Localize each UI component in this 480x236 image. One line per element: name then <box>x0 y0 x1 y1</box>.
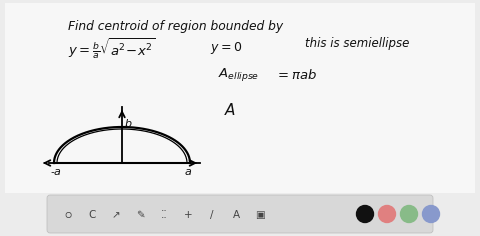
Text: A: A <box>232 210 240 220</box>
Text: $A_{ellipse}$: $A_{ellipse}$ <box>218 66 259 83</box>
Circle shape <box>379 206 396 223</box>
Text: ↗: ↗ <box>112 210 120 220</box>
Circle shape <box>400 206 418 223</box>
Text: A: A <box>225 103 235 118</box>
Text: +: + <box>184 210 192 220</box>
Circle shape <box>357 206 373 223</box>
Bar <box>5 3 475 193</box>
Text: $y=0$: $y=0$ <box>210 40 242 56</box>
Text: this is semiellipse: this is semiellipse <box>305 37 409 50</box>
Text: ⁚⁚: ⁚⁚ <box>161 210 168 220</box>
Text: ᴑ: ᴑ <box>64 210 72 220</box>
Circle shape <box>422 206 440 223</box>
Text: a: a <box>185 167 192 177</box>
Text: /: / <box>210 210 214 220</box>
Text: ✎: ✎ <box>136 210 144 220</box>
Text: Find centroid of region bounded by: Find centroid of region bounded by <box>68 20 283 33</box>
Text: -a: -a <box>50 167 61 177</box>
Text: ▣: ▣ <box>255 210 265 220</box>
Text: $y=\frac{b}{a}\sqrt{a^2\!-\!x^2}$: $y=\frac{b}{a}\sqrt{a^2\!-\!x^2}$ <box>68 37 156 61</box>
Text: b: b <box>125 119 132 129</box>
Text: $=\pi ab$: $=\pi ab$ <box>275 68 317 82</box>
FancyBboxPatch shape <box>47 195 433 233</box>
Text: C: C <box>88 210 96 220</box>
